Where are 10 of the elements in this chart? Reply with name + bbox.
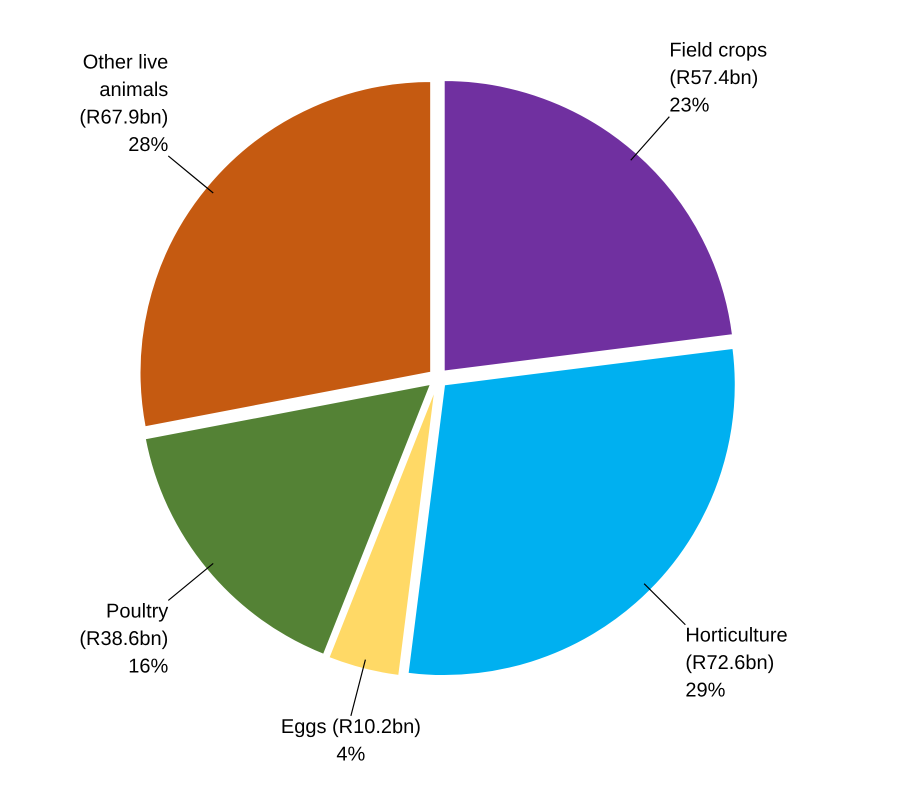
slice-label: Field crops (R57.4bn) <box>669 40 768 90</box>
slice-label: Horticulture (R72.6bn) <box>685 624 788 674</box>
slice-label: Other live animals (R67.9bn) <box>79 51 168 128</box>
slice-label: Eggs (R10.2bn) <box>280 716 421 738</box>
data-label: 29% <box>685 680 726 702</box>
data-label: 28% <box>128 134 169 156</box>
data-label: 23% <box>669 94 710 117</box>
slice-label: Poultry (R38.6bn) <box>79 600 168 650</box>
data-label: 4% <box>336 743 366 766</box>
data-label: 16% <box>128 655 169 678</box>
